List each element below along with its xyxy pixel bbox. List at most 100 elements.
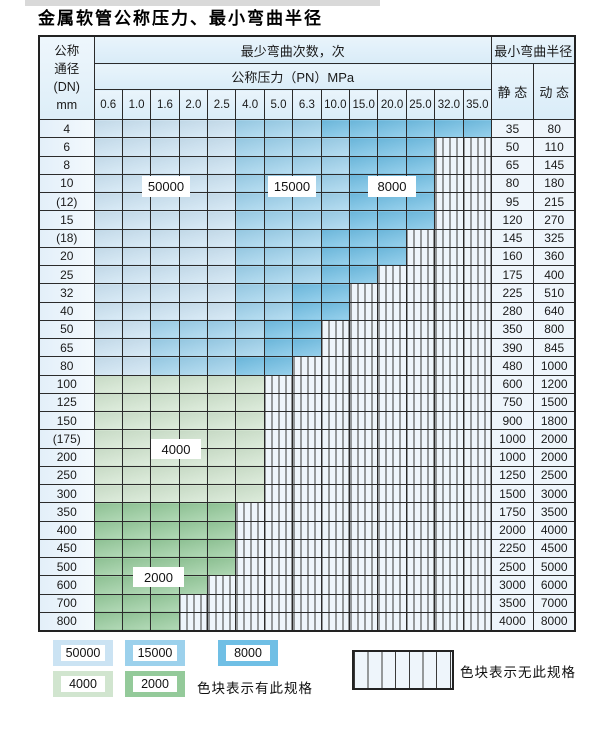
no-spec-cell bbox=[263, 465, 294, 486]
dn-cell: 32 bbox=[38, 283, 95, 303]
no-spec-cell bbox=[235, 575, 265, 595]
no-spec-cell bbox=[462, 246, 492, 267]
pressure-tick: 4.0 bbox=[235, 89, 265, 120]
static-radius-cell: 480 bbox=[490, 356, 534, 376]
spec-cell bbox=[405, 137, 436, 157]
table-row: 4 35 80 bbox=[38, 118, 576, 139]
spec-cell bbox=[292, 246, 322, 267]
spec-cell bbox=[235, 173, 265, 194]
no-spec-cell bbox=[320, 319, 351, 340]
no-spec-cell bbox=[292, 520, 322, 540]
static-radius-cell: 390 bbox=[490, 337, 534, 358]
spec-cell bbox=[320, 210, 351, 230]
dynamic-radius-cell: 325 bbox=[532, 228, 576, 248]
spec-cell bbox=[377, 210, 407, 230]
spec-table: 公称 通径 (DN) mm 最少弯曲次数，次 最小弯曲半径 公称压力（PN）MP… bbox=[38, 35, 577, 632]
no-spec-cell bbox=[434, 465, 464, 486]
static-radius-cell: 175 bbox=[490, 264, 534, 285]
spec-cell bbox=[93, 137, 123, 157]
static-radius-cell: 350 bbox=[490, 319, 534, 340]
dn-column-header: 公称 通径 (DN) mm bbox=[38, 35, 95, 120]
no-spec-cell bbox=[405, 502, 436, 522]
spec-cell bbox=[263, 319, 294, 340]
dynamic-radius-cell: 3000 bbox=[532, 483, 576, 504]
no-spec-cell bbox=[349, 429, 379, 449]
spec-cell bbox=[207, 392, 237, 413]
zone-label-4000: 4000 bbox=[151, 439, 201, 459]
dn-cell: 700 bbox=[38, 593, 95, 613]
spec-cell bbox=[150, 137, 180, 157]
spec-cell bbox=[207, 356, 237, 376]
spec-cell bbox=[349, 246, 379, 267]
spec-cell bbox=[93, 502, 123, 522]
spec-cell bbox=[349, 228, 379, 248]
no-spec-cell bbox=[377, 611, 407, 632]
no-spec-cell bbox=[462, 155, 492, 175]
no-spec-cell bbox=[292, 465, 322, 486]
spec-cell bbox=[150, 337, 180, 358]
dn-cell: 250 bbox=[38, 465, 95, 486]
table-row: 250 1250 2500 bbox=[38, 465, 576, 486]
spec-cell bbox=[207, 228, 237, 248]
pressure-tick: 6.3 bbox=[292, 89, 322, 120]
no-spec-cell bbox=[235, 502, 265, 522]
spec-cell bbox=[121, 593, 152, 613]
no-spec-cell bbox=[349, 283, 379, 303]
spec-cell bbox=[292, 210, 322, 230]
spec-cell bbox=[93, 520, 123, 540]
no-spec-cell bbox=[377, 593, 407, 613]
legend-swatch-50000: 50000 bbox=[53, 640, 113, 666]
dn-cell: 200 bbox=[38, 447, 95, 467]
spec-cell bbox=[235, 337, 265, 358]
no-spec-cell bbox=[235, 593, 265, 613]
dynamic-radius-cell: 4000 bbox=[532, 520, 576, 540]
no-spec-cell bbox=[462, 483, 492, 504]
dn-header-line: mm bbox=[56, 98, 78, 113]
pressure-header-row: 0.6 1.0 1.6 2.0 2.5 4.0 5.0 6.3 10.0 15.0 20.0 25.0… bbox=[39, 89, 575, 120]
no-spec-cell bbox=[434, 392, 464, 413]
no-spec-cell bbox=[462, 556, 492, 577]
no-spec-cell bbox=[434, 319, 464, 340]
spec-cell bbox=[178, 374, 209, 394]
pressure-tick: 2.0 bbox=[178, 89, 209, 120]
spec-cell bbox=[93, 246, 123, 267]
spec-cell bbox=[121, 447, 152, 467]
spec-cell bbox=[292, 155, 322, 175]
spec-cell bbox=[292, 264, 322, 285]
static-radius-cell: 1250 bbox=[490, 465, 534, 486]
spec-cell bbox=[377, 191, 407, 212]
spec-cell bbox=[235, 410, 265, 431]
spec-cell bbox=[93, 392, 123, 413]
table-row: 40 280 640 bbox=[38, 301, 576, 321]
spec-cell bbox=[178, 556, 209, 577]
spec-cell bbox=[263, 228, 294, 248]
pressure-tick: 25.0 bbox=[405, 89, 436, 120]
no-spec-cell bbox=[405, 575, 436, 595]
pressure-tick: 32.0 bbox=[434, 89, 464, 120]
spec-cell bbox=[150, 356, 180, 376]
dn-cell: 65 bbox=[38, 337, 95, 358]
spec-cell bbox=[235, 465, 265, 486]
spec-cell bbox=[235, 283, 265, 303]
static-radius-cell: 3500 bbox=[490, 593, 534, 613]
no-spec-cell bbox=[405, 520, 436, 540]
no-spec-cell bbox=[349, 447, 379, 467]
spec-cell bbox=[93, 301, 123, 321]
no-spec-cell bbox=[462, 210, 492, 230]
no-spec-cell bbox=[178, 593, 209, 613]
spec-cell bbox=[121, 611, 152, 632]
no-spec-cell bbox=[434, 155, 464, 175]
spec-cell bbox=[178, 228, 209, 248]
no-spec-cell bbox=[434, 447, 464, 467]
spec-cell bbox=[178, 520, 209, 540]
spec-cell bbox=[235, 264, 265, 285]
no-spec-cell bbox=[434, 593, 464, 613]
no-spec-cell bbox=[462, 301, 492, 321]
no-spec-cell bbox=[377, 465, 407, 486]
table-row: 700 3500 7000 bbox=[38, 593, 576, 613]
no-spec-cell bbox=[405, 356, 436, 376]
spec-cell bbox=[178, 319, 209, 340]
no-spec-cell bbox=[462, 173, 492, 194]
dn-cell: 350 bbox=[38, 502, 95, 522]
spec-cell bbox=[93, 228, 123, 248]
